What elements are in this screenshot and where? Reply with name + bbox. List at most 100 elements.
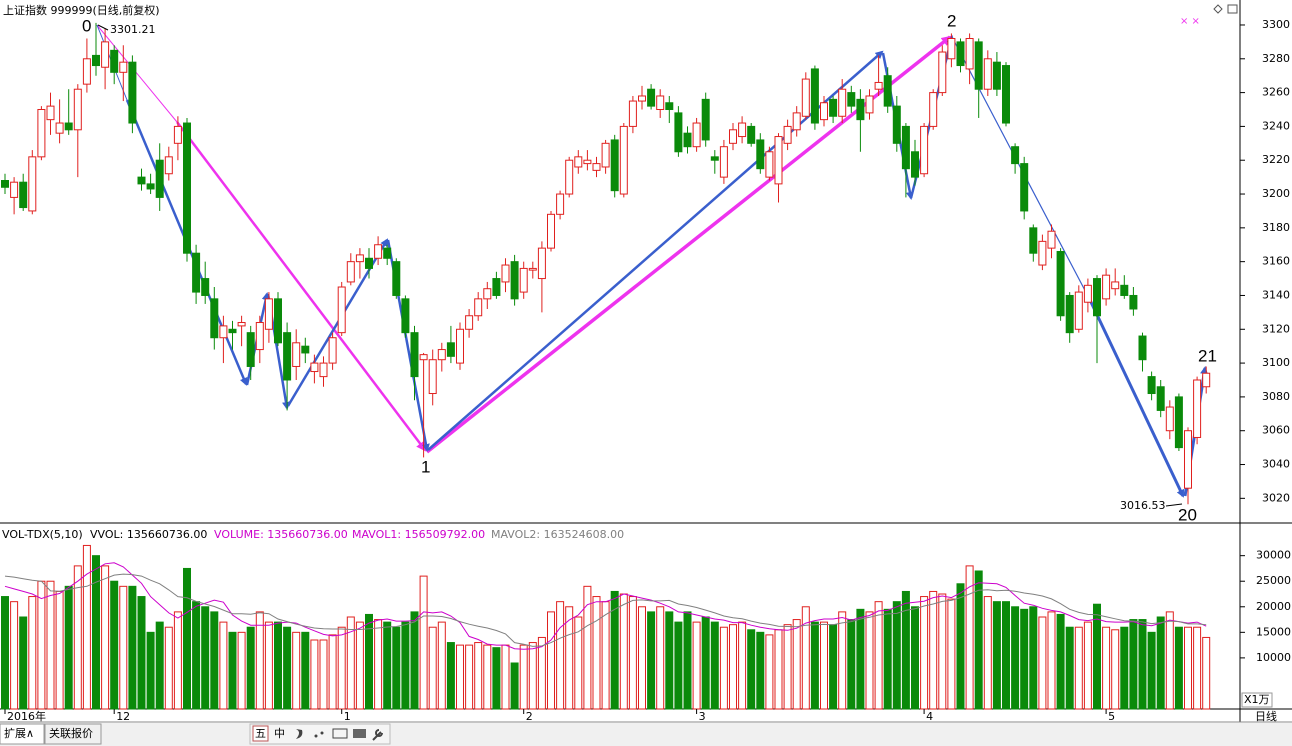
y-tick-label: 3020 — [1262, 491, 1290, 504]
wave-label: 2 — [947, 11, 956, 30]
icon-button[interactable] — [296, 729, 303, 739]
button-label[interactable]: 五 — [255, 727, 266, 740]
volume-bar — [292, 631, 301, 710]
trend-line — [427, 50, 884, 451]
candle-body — [838, 88, 847, 117]
candle-body — [883, 75, 892, 107]
candle-body — [729, 129, 737, 144]
candle-body — [938, 51, 947, 94]
volume-bar — [1120, 626, 1129, 710]
volume-bar — [28, 596, 37, 710]
wave-label: 0 — [82, 16, 91, 35]
annotation-arrow — [1165, 503, 1183, 507]
candle-body — [28, 156, 37, 212]
candle-body — [401, 298, 410, 334]
volume-bar — [128, 585, 137, 710]
volume-bar — [474, 642, 483, 710]
volume-bar — [55, 590, 64, 710]
volume-bar — [692, 621, 701, 710]
x-tick-label: 4 — [926, 710, 933, 723]
candle-body — [628, 100, 637, 127]
toolbar — [249, 723, 391, 745]
volume-bar — [1029, 606, 1038, 710]
volume-bar — [1011, 606, 1020, 710]
volume-bar — [110, 580, 119, 710]
candle-body — [92, 54, 100, 67]
candle-body — [747, 125, 756, 144]
candle-body — [874, 81, 883, 90]
candle-body — [492, 278, 501, 296]
volume-bar — [10, 601, 19, 710]
candle-body — [137, 176, 146, 185]
candle-body — [1165, 406, 1174, 432]
icon-button[interactable] — [332, 728, 348, 739]
volume-bar — [46, 580, 55, 710]
volume-bar — [719, 626, 728, 710]
volume-bar — [1002, 601, 1010, 710]
candle-body — [983, 58, 992, 90]
volume-bar — [820, 621, 828, 710]
volume-bar — [73, 565, 82, 710]
candle-body — [1202, 372, 1211, 388]
candle-body — [610, 139, 619, 192]
volume-bar — [892, 601, 901, 710]
candle-body — [820, 102, 828, 121]
icon-button[interactable] — [320, 731, 324, 735]
wave-label: 20 — [1178, 505, 1197, 524]
volume-bar — [82, 544, 91, 710]
volume-bar — [37, 580, 46, 710]
tab-label[interactable]: 扩展∧ — [4, 726, 34, 740]
volume-bar — [1156, 616, 1165, 710]
y-tick-label: 3100 — [1262, 356, 1290, 369]
volume-bar — [1165, 611, 1174, 710]
candle-body — [865, 95, 874, 114]
candle-body — [847, 92, 856, 107]
volume-bar — [255, 611, 264, 710]
volume-bar — [610, 590, 619, 710]
volume-bar — [392, 626, 401, 710]
volume-bar — [592, 596, 601, 710]
y-tick-label: 3240 — [1262, 119, 1290, 132]
volume-bar — [519, 644, 528, 710]
volume-bar — [628, 596, 637, 710]
candle-body — [82, 58, 91, 85]
volume-bar — [1065, 626, 1074, 710]
volume-bar — [419, 575, 428, 710]
bottom-bar — [0, 723, 1292, 746]
volume-bar — [829, 624, 838, 710]
tab[interactable] — [44, 723, 102, 745]
candle-body — [665, 102, 674, 111]
y-tick-label: 3300 — [1262, 18, 1290, 31]
volume-bar — [337, 626, 346, 710]
candle-body — [319, 362, 328, 378]
candle-body — [710, 156, 719, 161]
button[interactable] — [252, 725, 269, 742]
button-label[interactable]: 中 — [274, 727, 285, 740]
icon — [1227, 4, 1238, 14]
volume-bar — [19, 616, 28, 710]
y-tick-label: 3080 — [1262, 390, 1290, 403]
y-tick-label: 25000 — [1256, 574, 1291, 587]
icon-button[interactable] — [372, 729, 383, 741]
tab[interactable] — [0, 723, 45, 745]
candle-body — [1056, 251, 1065, 317]
volume-bar — [264, 621, 273, 710]
icon-button[interactable] — [353, 729, 366, 738]
tab-label[interactable]: 关联报价 — [49, 726, 93, 740]
candle-body — [601, 142, 610, 168]
candle-body — [528, 267, 537, 271]
volume-bar — [374, 619, 383, 710]
volume-bar — [847, 619, 856, 710]
candle-body — [437, 349, 446, 361]
candle-body — [1047, 230, 1056, 249]
volume-bar — [119, 585, 128, 710]
icon-button[interactable] — [314, 734, 318, 738]
candle-body — [119, 61, 128, 73]
candle-body — [929, 92, 938, 127]
volume-bar — [1138, 619, 1147, 710]
candle-body — [1029, 227, 1038, 254]
candle-body — [592, 163, 601, 171]
volume-bar — [183, 567, 191, 710]
